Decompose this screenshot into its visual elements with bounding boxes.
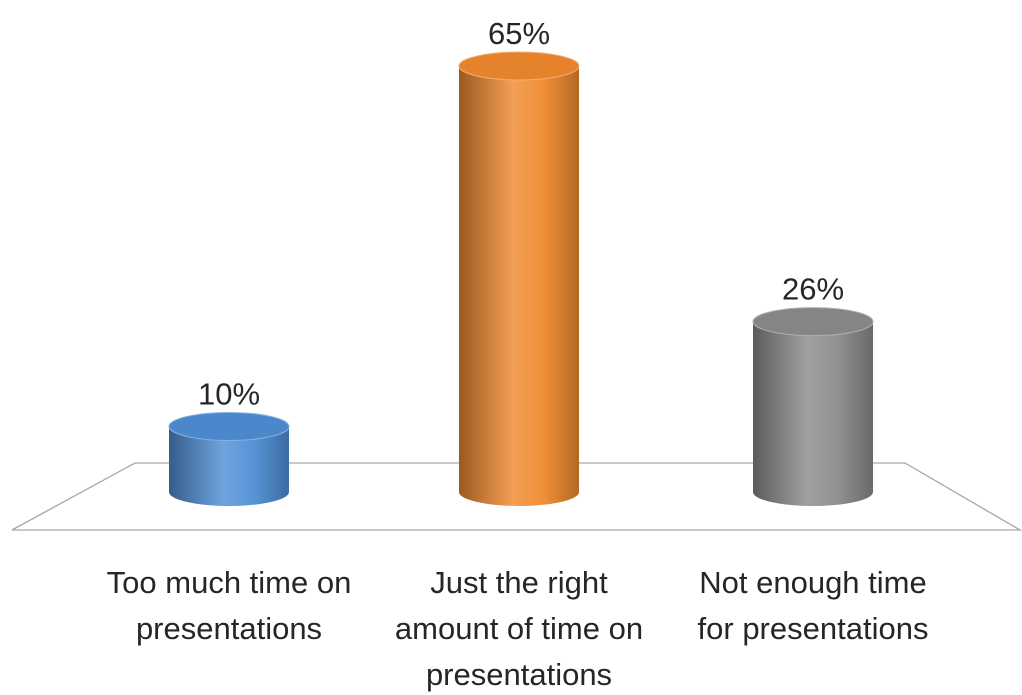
bar-top-1: [168, 411, 290, 441]
category-label-2-line-1: Just the right: [430, 565, 608, 600]
category-label-1-line-2: presentations: [136, 611, 322, 646]
bar-body-3: [753, 321, 873, 506]
value-label-3: 26%: [782, 272, 844, 307]
bar-top-3: [752, 307, 874, 337]
value-label-1: 10%: [198, 376, 260, 411]
category-label-2-line-3: presentations: [426, 657, 612, 692]
bar-body-2: [459, 66, 579, 506]
bars-group: [168, 51, 874, 506]
bar-body-1: [169, 426, 289, 506]
category-labels-group: Too much time on presentations Just the ri…: [107, 565, 929, 692]
category-label-3-line-2: for presentations: [698, 611, 929, 646]
bar-1: [168, 411, 290, 506]
category-label-1-line-1: Too much time on: [107, 565, 352, 600]
category-label-2-line-2: amount of time on: [395, 611, 643, 646]
value-labels-group: 10% 65% 26%: [198, 16, 844, 411]
bar-top-2: [458, 51, 580, 81]
value-label-2: 65%: [488, 16, 550, 51]
category-label-3-line-1: Not enough time: [699, 565, 926, 600]
bar-2: [458, 51, 580, 506]
bar-3: [752, 307, 874, 506]
